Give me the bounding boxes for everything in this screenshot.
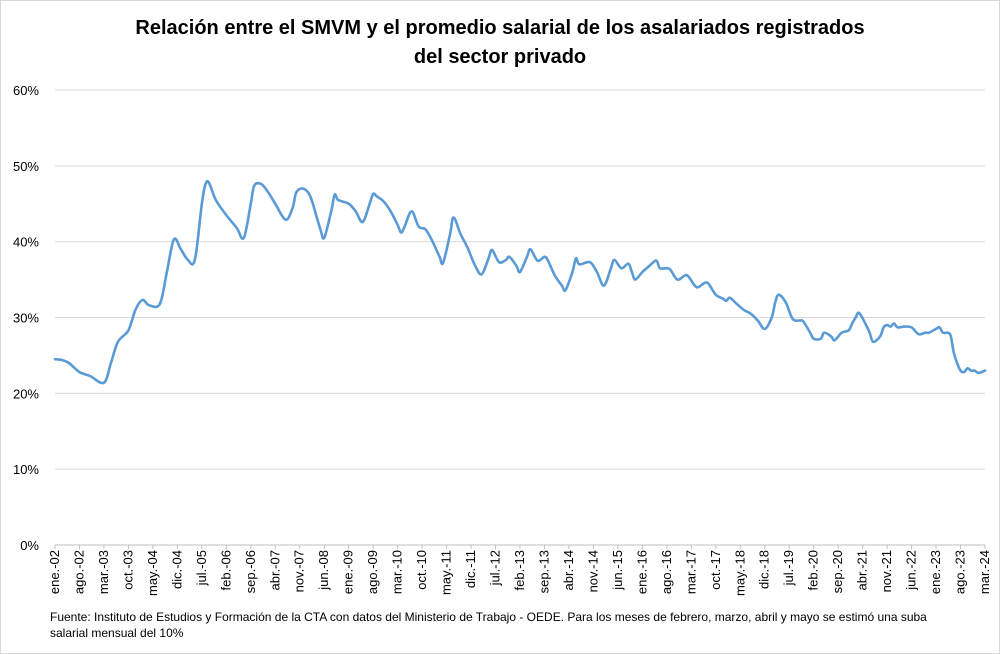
x-tick-label: mar.-24 <box>977 550 992 594</box>
x-tick-label: may.-11 <box>439 550 454 595</box>
x-tick-label: ene.-09 <box>341 550 356 594</box>
x-tick-label: jun.-15 <box>610 550 625 591</box>
x-tick-label: abr.-21 <box>855 550 870 590</box>
x-tick-label: dic.-18 <box>757 550 772 589</box>
chart-title-line-1: Relación entre el SMVM y el promedio sal… <box>135 17 865 39</box>
y-tick-label: 30% <box>13 311 39 326</box>
x-tick-label: feb.-06 <box>218 550 233 590</box>
x-tick-label: oct.-03 <box>120 550 135 590</box>
x-tick-label: feb.-13 <box>512 550 527 590</box>
x-tick-label: abr.-07 <box>267 550 282 590</box>
x-tick-label: may.-04 <box>145 550 160 596</box>
x-tick-label: nov.-21 <box>879 550 894 592</box>
x-tick-label: nov.-14 <box>585 550 600 592</box>
x-tick-label: oct.-10 <box>414 550 429 590</box>
x-tick-label: ago.-23 <box>953 550 968 594</box>
x-axis: ene.-02 ago.-02 mar.-03 oct.-03 may.-04 dic.-… <box>47 545 992 596</box>
x-tick-label: sep.-13 <box>536 550 551 593</box>
series-line-0 <box>53 179 987 385</box>
x-tick-label: jun.-22 <box>904 550 919 591</box>
x-tick-label: sep.-06 <box>243 550 258 593</box>
x-tick-label: oct.-17 <box>708 550 723 590</box>
x-tick-label: jun.-08 <box>316 550 331 591</box>
x-tick-label: sep.-20 <box>830 550 845 593</box>
x-tick-label: nov.-07 <box>292 550 307 592</box>
x-tick-label: jul.-19 <box>781 550 796 586</box>
y-tick-label: 60% <box>13 83 39 98</box>
x-tick-label: mar.-03 <box>96 550 111 594</box>
y-tick-label: 40% <box>13 235 39 250</box>
x-tick-label: mar.-17 <box>683 550 698 594</box>
x-tick-label: dic.-11 <box>463 550 478 588</box>
x-tick-label: ago.-09 <box>365 550 380 594</box>
x-tick-label: ago.-16 <box>659 550 674 594</box>
x-tick-label: ene.-16 <box>634 550 649 594</box>
gridlines <box>55 89 985 546</box>
x-tick-label: ene.-02 <box>47 550 62 594</box>
y-tick-label: 0% <box>20 538 39 553</box>
x-tick-label: abr.-14 <box>561 550 576 590</box>
x-tick-label: mar.-10 <box>390 550 405 594</box>
y-tick-label: 20% <box>13 386 39 401</box>
x-tick-label: ago.-02 <box>71 550 86 594</box>
chart-title-line-2: del sector privado <box>413 46 587 68</box>
x-tick-label: dic.-04 <box>169 550 184 589</box>
y-tick-label: 10% <box>13 462 39 477</box>
series-layer <box>53 179 987 385</box>
x-tick-label: jul.-05 <box>194 550 209 586</box>
x-tick-label: ene.-23 <box>928 550 943 594</box>
y-tick-label: 50% <box>13 159 39 174</box>
y-axis: 0% 10% 20% 30% 40% 50% 60% <box>13 83 39 553</box>
x-tick-label: may.-18 <box>732 550 747 596</box>
chart-title: Relación entre el SMVM y el promedio sal… <box>0 14 1000 72</box>
x-tick-label: feb.-20 <box>806 550 821 590</box>
x-tick-label: jul.-12 <box>488 550 503 586</box>
source-note: Fuente: Instituto de Estudios y Formació… <box>50 610 927 640</box>
